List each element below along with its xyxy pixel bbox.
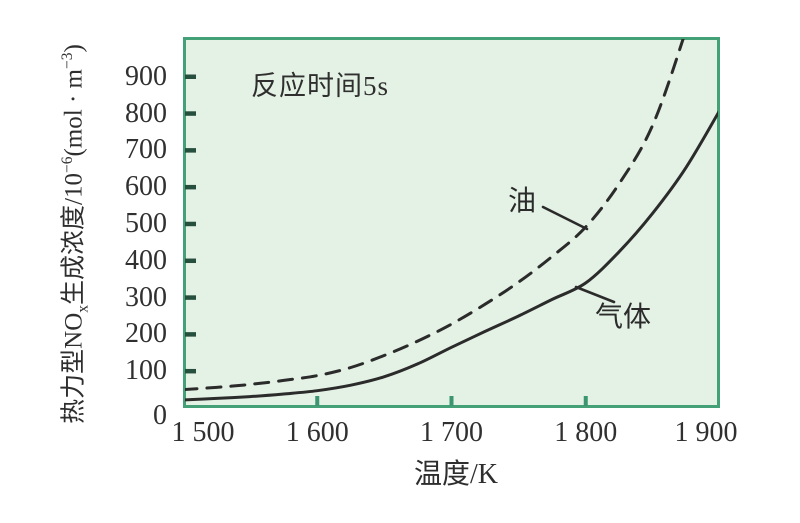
gas-label-leader-line <box>574 285 616 304</box>
gas-series-label: 气体 <box>595 302 652 333</box>
y-axis-title-text: ) <box>60 44 88 53</box>
oil-series-label: 油 <box>508 186 537 217</box>
y-tick-label: 400 <box>125 244 167 276</box>
y-axis-title-superscript: −3 <box>59 52 76 70</box>
y-tick-label: 0 <box>153 400 167 431</box>
y-axis-title: 热力型NOx生成浓度/10−6(mol · m−3) <box>52 0 91 469</box>
x-axis-title: 温度/K <box>414 459 499 490</box>
x-tick-label: 1 500 <box>171 417 235 448</box>
y-tick-label: 100 <box>125 355 167 387</box>
y-tick-label: 900 <box>125 60 167 92</box>
gas-curve <box>185 110 718 402</box>
y-tick-label: 300 <box>125 281 167 313</box>
oil-label-leader-line <box>541 205 589 231</box>
y-tick-label: 500 <box>125 207 167 239</box>
plot-panel <box>183 37 720 408</box>
y-tick-label: 200 <box>125 318 167 350</box>
x-tick-label: 1 600 <box>285 417 349 448</box>
x-tick-label: 1 700 <box>420 417 483 448</box>
x-tick-label: 1 800 <box>554 417 618 448</box>
y-axis-title-text: (mol · m <box>60 69 88 157</box>
reaction-time-annotation: 反应时间5s <box>251 71 390 101</box>
y-tick-label: 700 <box>125 134 167 166</box>
y-tick-label: 600 <box>125 171 167 203</box>
x-tick-label: 1 900 <box>674 417 738 448</box>
y-axis-title-text: 热力型NO <box>60 312 88 424</box>
y-tick-label: 800 <box>125 97 167 129</box>
y-axis-title-text: 生成浓度/10 <box>60 173 88 305</box>
y-axis-title-superscript: −6 <box>59 156 76 174</box>
oil-curve <box>185 39 685 391</box>
